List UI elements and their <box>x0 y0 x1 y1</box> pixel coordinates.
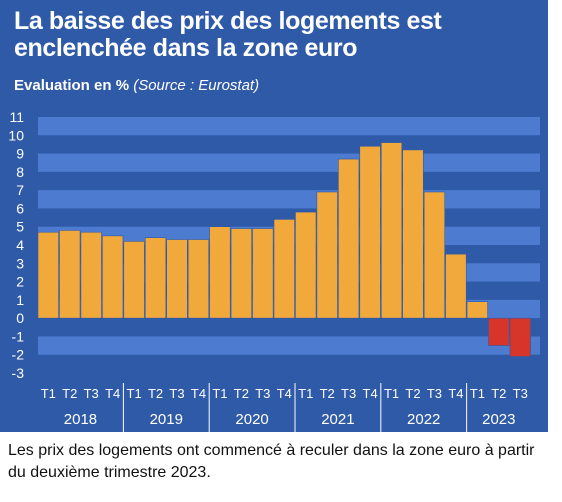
y-tick-label: -2 <box>12 347 25 363</box>
x-quarter-label: T3 <box>255 386 270 401</box>
y-tick-label: 2 <box>16 274 24 290</box>
bar <box>273 219 295 319</box>
x-quarter-label: T2 <box>62 386 77 401</box>
y-tick-label: 0 <box>16 310 24 326</box>
bar <box>80 231 102 319</box>
x-quarter-label: T2 <box>405 386 420 401</box>
y-tick-label: -3 <box>12 365 25 381</box>
bar <box>316 191 338 319</box>
x-year-label: 2020 <box>235 411 268 428</box>
subtitle-lead: Evaluation en % <box>14 77 130 94</box>
y-tick-label: -1 <box>12 328 25 344</box>
x-quarter-label: T1 <box>470 386 485 401</box>
x-quarter-label: T2 <box>320 386 335 401</box>
y-tick-label: 5 <box>16 219 24 235</box>
bar <box>209 226 231 319</box>
x-quarter-label: T4 <box>105 386 120 401</box>
x-year-label: 2018 <box>64 411 97 428</box>
x-year-label: 2023 <box>482 411 515 428</box>
grid-band <box>38 117 540 136</box>
chart-caption: Les prix des logements ont commencé à re… <box>8 442 535 481</box>
x-quarter-label: T4 <box>277 386 292 401</box>
y-tick-label: 3 <box>16 255 24 271</box>
x-year-label: 2022 <box>407 411 440 428</box>
x-quarter-label: T1 <box>41 386 56 401</box>
y-tick-label: 4 <box>16 237 24 253</box>
bar <box>402 149 424 319</box>
y-tick-label: 7 <box>16 182 24 198</box>
x-year-label: 2021 <box>321 411 354 428</box>
bar <box>295 211 317 319</box>
x-quarter-label: T3 <box>169 386 184 401</box>
bar <box>187 239 210 319</box>
bar <box>380 142 403 319</box>
chart-panel: La baisse des prix des logements est enc… <box>0 0 548 432</box>
grid-band <box>38 153 540 172</box>
bar <box>123 241 145 319</box>
x-quarter-label: T3 <box>84 386 99 401</box>
chart-title: La baisse des prix des logements est enc… <box>14 7 442 62</box>
x-year-label: 2019 <box>150 411 183 428</box>
y-tick-label: 1 <box>16 292 24 308</box>
y-tick-label: 10 <box>8 127 24 143</box>
x-quarter-label: T3 <box>427 386 442 401</box>
x-quarter-label: T2 <box>234 386 249 401</box>
x-quarter-label: T4 <box>448 386 463 401</box>
bar <box>466 301 488 319</box>
x-quarter-label: T4 <box>363 386 378 401</box>
bar <box>359 145 381 319</box>
y-tick-label: 9 <box>16 146 24 162</box>
bar <box>102 235 124 319</box>
bar <box>59 230 81 319</box>
chart-subtitle: Evaluation en % (Source : Eurostat) <box>14 77 259 95</box>
y-tick-label: 8 <box>16 164 24 180</box>
bar <box>338 158 360 319</box>
bar <box>230 228 252 319</box>
x-quarter-label: T1 <box>384 386 399 401</box>
x-quarter-label: T3 <box>341 386 356 401</box>
x-quarter-label: T1 <box>212 386 227 401</box>
bar <box>509 317 531 357</box>
grid-band <box>38 190 540 209</box>
x-quarter-label: T1 <box>127 386 142 401</box>
x-quarter-label: T1 <box>298 386 313 401</box>
bar <box>445 253 467 319</box>
x-quarter-label: T2 <box>491 386 506 401</box>
bar <box>37 231 59 319</box>
bar <box>488 317 510 346</box>
x-quarter-label: T4 <box>191 386 206 401</box>
bar <box>166 239 188 319</box>
x-quarter-label: T3 <box>513 386 528 401</box>
x-quarter-label: T2 <box>148 386 163 401</box>
y-tick-label: 11 <box>9 109 24 125</box>
y-tick-label: 6 <box>16 200 24 216</box>
subtitle-source: (Source : Eurostat) <box>133 77 260 94</box>
bar <box>252 228 274 319</box>
bar <box>423 191 446 319</box>
bar <box>144 237 167 319</box>
grid-band <box>38 336 540 355</box>
